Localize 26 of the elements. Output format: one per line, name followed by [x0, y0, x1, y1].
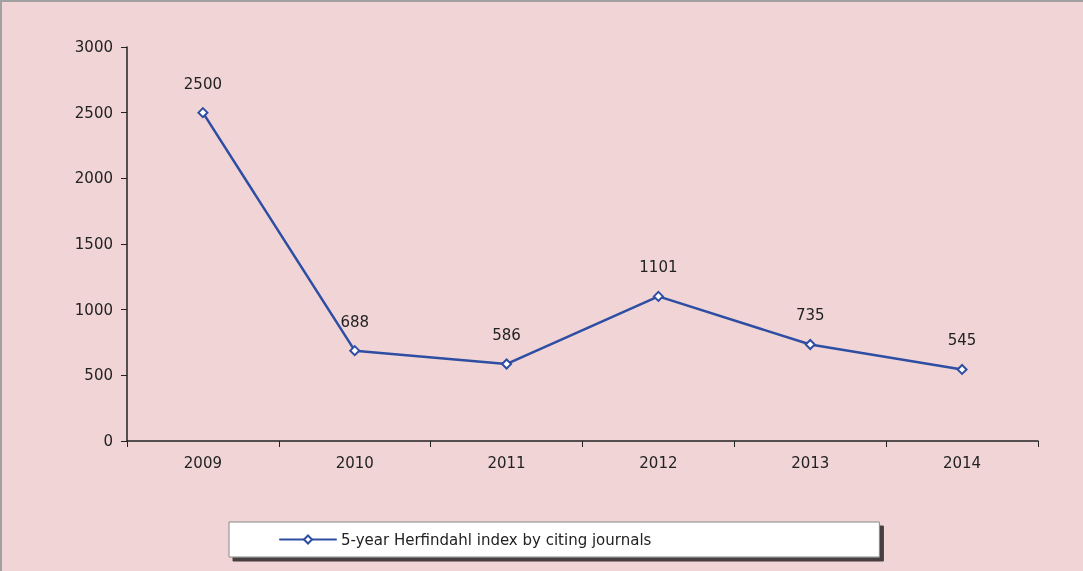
- x-tick-label: 2009: [183, 453, 223, 472]
- y-tick-label: 1500: [74, 235, 113, 253]
- point: [349, 345, 361, 357]
- y-tick-label: 1000: [74, 300, 113, 319]
- data-label: 545: [947, 331, 977, 350]
- y-tick-label: 0: [103, 432, 113, 450]
- data-label: 586: [492, 326, 521, 345]
- y-tick-label: 3000: [74, 38, 113, 56]
- y-tick-label: 500: [84, 366, 113, 385]
- legend-label: 5-year Herfindahl index by citing journals: [341, 530, 652, 549]
- data-label: 2500: [183, 74, 223, 93]
- point: [501, 358, 513, 370]
- point: [652, 290, 664, 302]
- data-label: 1101: [639, 258, 678, 277]
- data-label: 688: [340, 312, 370, 331]
- x-tick-label: 2010: [335, 453, 374, 472]
- x-tick-label: 2013: [791, 453, 830, 472]
- x-tick-label: 2014: [942, 453, 982, 472]
- x-tick-label: 2012: [639, 453, 678, 472]
- point: [956, 363, 968, 375]
- point: [197, 107, 209, 119]
- x-tick-label: 2011: [487, 453, 526, 472]
- y-tick-label: 2500: [74, 103, 113, 122]
- y-tick-label: 2000: [74, 169, 113, 188]
- point: [804, 338, 816, 350]
- data-label: 735: [795, 306, 825, 325]
